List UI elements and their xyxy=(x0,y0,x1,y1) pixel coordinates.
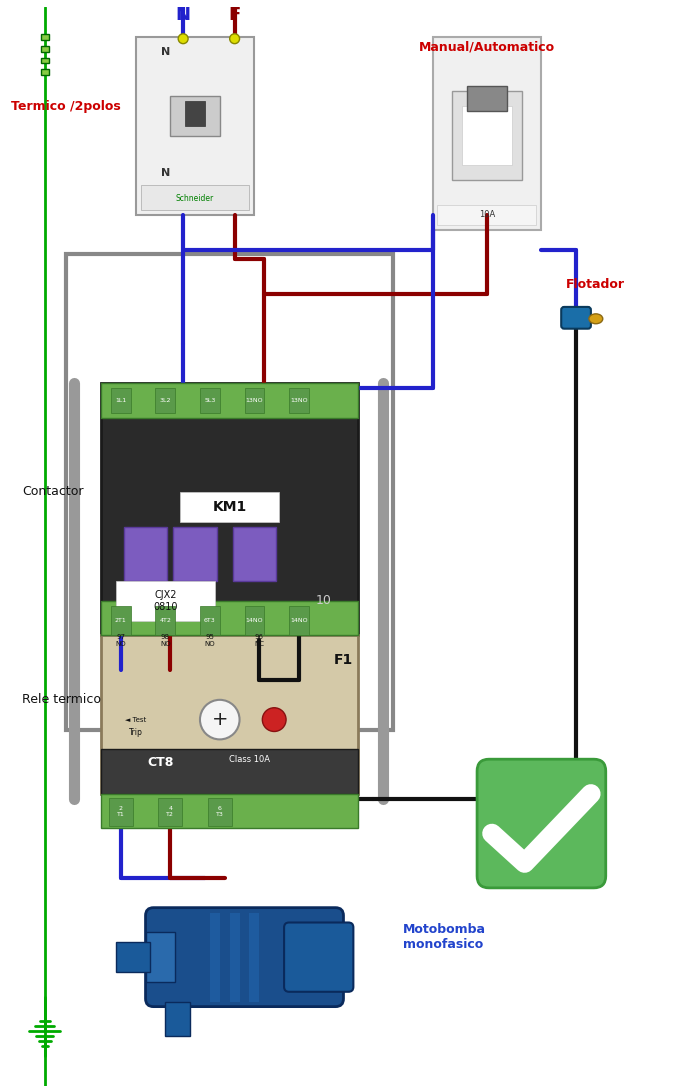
Bar xyxy=(66,254,393,729)
Bar xyxy=(289,388,309,413)
FancyBboxPatch shape xyxy=(284,922,353,992)
Bar xyxy=(41,34,49,39)
Circle shape xyxy=(178,34,188,44)
Bar xyxy=(101,601,358,635)
Bar xyxy=(101,794,358,828)
Circle shape xyxy=(200,700,240,739)
Bar xyxy=(210,912,220,1002)
Text: 10: 10 xyxy=(315,594,332,607)
Text: Trip: Trip xyxy=(129,728,143,737)
Bar xyxy=(452,92,521,180)
Bar xyxy=(173,526,217,581)
Text: 10A: 10A xyxy=(479,210,495,219)
Text: 4T2: 4T2 xyxy=(159,618,171,623)
Bar xyxy=(165,1002,190,1037)
Text: F: F xyxy=(228,5,241,24)
Bar xyxy=(109,798,133,825)
Bar xyxy=(158,798,182,825)
Text: 1L1: 1L1 xyxy=(115,399,127,403)
Text: 13NO: 13NO xyxy=(290,399,308,403)
Bar xyxy=(101,749,358,794)
Bar xyxy=(41,70,49,75)
Bar xyxy=(437,205,536,225)
Text: 6
T3: 6 T3 xyxy=(216,807,223,818)
Bar xyxy=(244,606,264,635)
Text: N: N xyxy=(160,168,170,179)
Bar xyxy=(116,942,150,972)
Text: 14NO: 14NO xyxy=(290,618,308,623)
Text: 6T3: 6T3 xyxy=(204,618,216,623)
Bar xyxy=(101,383,358,417)
Bar xyxy=(200,606,220,635)
Bar xyxy=(111,606,131,635)
Text: ◄ Test: ◄ Test xyxy=(125,716,146,723)
Bar xyxy=(156,388,175,413)
FancyBboxPatch shape xyxy=(561,307,591,329)
Text: Motobomba
monofasico: Motobomba monofasico xyxy=(403,923,486,952)
Text: N: N xyxy=(160,47,170,57)
Text: 3L2: 3L2 xyxy=(160,399,171,403)
Bar xyxy=(230,912,240,1002)
Bar xyxy=(111,388,131,413)
Text: CT8: CT8 xyxy=(147,755,173,768)
Bar xyxy=(233,526,276,581)
Bar xyxy=(41,46,49,51)
Text: 95
NO: 95 NO xyxy=(204,634,215,647)
FancyBboxPatch shape xyxy=(477,760,606,888)
Bar xyxy=(200,388,220,413)
FancyBboxPatch shape xyxy=(146,908,343,1007)
Text: Class 10A: Class 10A xyxy=(229,754,270,764)
Text: 96
NC: 96 NC xyxy=(255,634,264,647)
Bar xyxy=(124,526,167,581)
Text: 5L3: 5L3 xyxy=(204,399,215,403)
Text: Contactor: Contactor xyxy=(22,485,83,498)
Text: F1: F1 xyxy=(334,653,353,667)
Bar xyxy=(101,383,358,635)
Bar xyxy=(141,185,249,210)
Bar xyxy=(185,101,205,125)
Text: 98
NO: 98 NO xyxy=(160,634,171,647)
Text: 2
T1: 2 T1 xyxy=(117,807,125,818)
Bar xyxy=(156,606,175,635)
Bar xyxy=(180,492,279,522)
Ellipse shape xyxy=(589,314,603,324)
Text: +: + xyxy=(211,710,228,729)
Text: Flotador: Flotador xyxy=(567,278,626,291)
Bar xyxy=(135,37,255,215)
Bar xyxy=(289,606,309,635)
Text: 4
T2: 4 T2 xyxy=(167,807,174,818)
Text: 97
NO: 97 NO xyxy=(116,634,126,647)
Bar xyxy=(101,635,358,794)
Circle shape xyxy=(230,34,240,44)
Circle shape xyxy=(262,707,286,731)
Bar xyxy=(433,37,542,230)
Bar xyxy=(146,932,175,982)
Text: 14NO: 14NO xyxy=(246,618,263,623)
Bar xyxy=(462,106,512,166)
Bar xyxy=(41,58,49,63)
Text: CJX2
0810: CJX2 0810 xyxy=(153,590,177,611)
Bar xyxy=(467,86,507,111)
Text: Schneider: Schneider xyxy=(176,194,214,203)
Bar xyxy=(116,581,215,620)
Text: Manual/Automatico: Manual/Automatico xyxy=(419,40,555,53)
Bar xyxy=(244,388,264,413)
Text: 13NO: 13NO xyxy=(246,399,263,403)
Bar xyxy=(249,912,259,1002)
Text: N: N xyxy=(175,5,191,24)
Bar xyxy=(208,798,232,825)
Text: KM1: KM1 xyxy=(213,500,247,513)
Text: Termico /2polos: Termico /2polos xyxy=(12,99,121,112)
Text: Rele termico: Rele termico xyxy=(22,693,101,706)
Bar xyxy=(171,96,220,135)
Text: 2T1: 2T1 xyxy=(115,618,127,623)
